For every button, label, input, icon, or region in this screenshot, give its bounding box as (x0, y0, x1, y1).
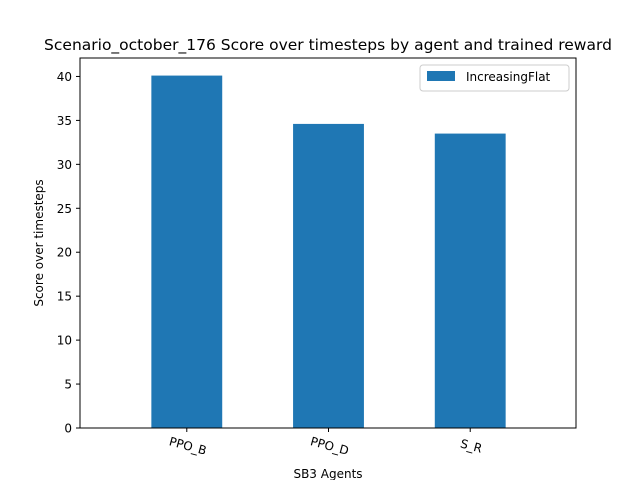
y-axis-label: Score over timesteps (32, 179, 46, 306)
legend: IncreasingFlat (419, 64, 570, 92)
legend-label: IncreasingFlat (466, 70, 551, 84)
y-tick-label: 0 (64, 422, 72, 436)
y-tick-label: 15 (57, 290, 72, 304)
x-axis-label: SB3 Agents (293, 467, 362, 480)
y-tick-label: 30 (57, 158, 72, 172)
y-tick-label: 40 (57, 70, 72, 84)
y-tick-label: 35 (57, 114, 72, 128)
y-tick-label: 5 (64, 378, 72, 392)
y-tick-label: 25 (57, 202, 72, 216)
y-tick-label: 10 (57, 334, 72, 348)
bar-ppo-b (151, 75, 223, 428)
plot-area-frame (79, 57, 577, 429)
chart-title: Scenario_october_176 Score over timestep… (44, 36, 612, 55)
legend-box (419, 64, 570, 92)
legend-swatch (427, 71, 455, 81)
bar-ppo-d (293, 123, 364, 428)
x-tick-label: S_R (459, 437, 484, 456)
y-axis-ticks: 0 5 10 15 20 25 30 35 40 (57, 70, 80, 436)
bar-s-r (434, 133, 506, 428)
bars-layer (151, 75, 506, 428)
y-tick-label: 20 (57, 246, 72, 260)
